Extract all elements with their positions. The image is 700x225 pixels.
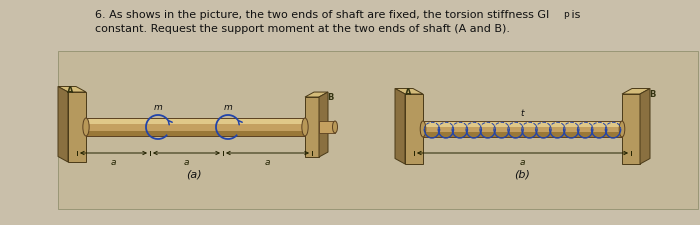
Polygon shape (86, 119, 305, 136)
Polygon shape (86, 119, 305, 125)
Polygon shape (68, 93, 86, 162)
Polygon shape (423, 122, 622, 137)
Text: m: m (153, 103, 162, 112)
Text: a: a (183, 157, 189, 166)
Polygon shape (305, 98, 319, 157)
Text: t: t (521, 108, 524, 117)
Text: B: B (327, 93, 333, 101)
Ellipse shape (83, 119, 89, 136)
Ellipse shape (302, 119, 308, 136)
Text: A: A (66, 86, 74, 94)
Text: m: m (223, 103, 232, 112)
Polygon shape (58, 87, 68, 162)
Ellipse shape (620, 122, 625, 137)
Text: (b): (b) (514, 169, 531, 179)
Text: (a): (a) (186, 169, 202, 179)
Text: 6. As shows in the picture, the two ends of shaft are fixed, the torsion stiffne: 6. As shows in the picture, the two ends… (95, 10, 550, 20)
Ellipse shape (332, 122, 337, 133)
Ellipse shape (420, 122, 426, 137)
Text: a: a (265, 157, 270, 166)
Polygon shape (319, 93, 328, 157)
FancyBboxPatch shape (58, 52, 698, 209)
Polygon shape (58, 87, 86, 93)
Polygon shape (305, 93, 328, 98)
Text: constant. Request the support moment at the two ends of shaft (A and B).: constant. Request the support moment at … (95, 24, 510, 34)
Polygon shape (86, 131, 305, 136)
Polygon shape (319, 122, 335, 133)
Polygon shape (395, 89, 405, 164)
Polygon shape (640, 89, 650, 164)
Text: A: A (405, 88, 412, 97)
Text: is: is (568, 10, 580, 20)
Text: a: a (519, 157, 525, 166)
Polygon shape (423, 122, 622, 127)
Text: a: a (111, 157, 116, 166)
Polygon shape (622, 94, 640, 164)
Polygon shape (395, 89, 423, 94)
Polygon shape (622, 89, 650, 94)
Polygon shape (423, 133, 622, 137)
Text: p: p (563, 10, 568, 19)
Text: B: B (649, 90, 655, 99)
Polygon shape (405, 94, 423, 164)
